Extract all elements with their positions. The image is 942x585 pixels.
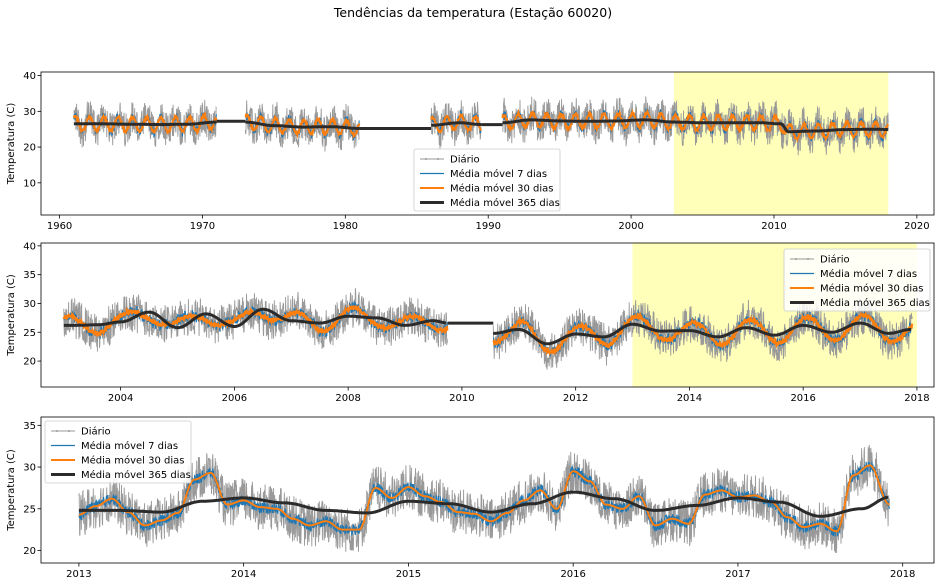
- subplot-full-history: 1960 1970 1980 1990 2000 2010 2020 10 20 30 40 Temp…: [6, 71, 935, 232]
- axes-frame: [40, 416, 935, 564]
- legend: Diário Média móvel 7 dias Média móvel 30 d…: [783, 248, 931, 312]
- series-line-media-movel-30: [72, 111, 218, 136]
- x-tick-label: 2014: [677, 393, 702, 404]
- legend-label-media-movel-365: Média móvel 365 dias: [81, 469, 191, 481]
- series-line-media-movel-365: [245, 120, 360, 130]
- x-tick-label: 1970: [190, 221, 215, 232]
- legend-marker-diario: [425, 158, 427, 160]
- legend-label-diario: Diário: [81, 426, 111, 438]
- x-tick-label: 2018: [890, 569, 915, 580]
- legend-label-media-movel-7: Média móvel 7 dias: [820, 268, 917, 280]
- plot-area: [78, 444, 891, 554]
- legend-box: [44, 420, 192, 484]
- plot-area: [72, 72, 889, 215]
- y-tick-label: 20: [23, 357, 36, 368]
- series-line-diario: [492, 298, 913, 370]
- x-tick-label: 2010: [449, 393, 474, 404]
- x-tick-label: 2020: [904, 221, 929, 232]
- series-line-diario: [73, 99, 217, 148]
- x-tick-label: 2008: [335, 393, 360, 404]
- legend-label-media-movel-7: Média móvel 7 dias: [81, 440, 178, 452]
- series-line-media-movel-365: [73, 120, 217, 127]
- legend-label-diario: Diário: [820, 254, 850, 266]
- y-tick-label: 25: [23, 504, 36, 515]
- y-tick-label: 30: [23, 107, 36, 118]
- series-line-media-movel-30: [492, 310, 914, 357]
- legend-marker-diario: [807, 258, 809, 260]
- subplot-2003-2018: 2004 2006 2008 2010 2012 2014 2016 2018 20 25 30 35…: [6, 241, 935, 404]
- y-tick-label: 10: [23, 178, 36, 189]
- legend-box: [413, 148, 561, 212]
- x-tick-label: 2006: [222, 393, 247, 404]
- series-line-diario: [78, 444, 890, 554]
- y-tick-label: 40: [23, 241, 36, 252]
- x-tick-label: 2000: [618, 221, 643, 232]
- x-tick-label: 2004: [108, 393, 133, 404]
- y-tick-label: 25: [23, 328, 36, 339]
- x-tick-label: 2017: [725, 569, 750, 580]
- x-tick-label: 2013: [66, 569, 91, 580]
- legend-marker-diario: [795, 258, 797, 260]
- legend: Diário Média móvel 7 dias Média móvel 30 d…: [413, 148, 561, 212]
- series-line-diario: [502, 96, 889, 156]
- x-tick-label: 1980: [333, 221, 358, 232]
- series-line-media-movel-30: [78, 464, 890, 533]
- legend-label-media-movel-30: Média móvel 30 dias: [820, 283, 923, 295]
- legend-box: [783, 248, 931, 312]
- legend-marker-diario: [437, 158, 439, 160]
- series-line-media-movel-365: [502, 118, 889, 134]
- y-tick-label: 30: [23, 299, 36, 310]
- legend-marker-diario: [56, 430, 58, 432]
- y-axis-label: Temperatura (C): [6, 103, 17, 186]
- highlight-region: [673, 72, 889, 215]
- legend: Diário Média móvel 7 dias Média móvel 30 d…: [44, 420, 192, 484]
- legend-marker-diario: [68, 430, 70, 432]
- series-line-media-movel-365: [63, 307, 447, 330]
- axes-frame: [40, 242, 935, 388]
- legend-label-media-movel-7: Média móvel 7 dias: [450, 168, 547, 180]
- x-tick-label: 1990: [475, 221, 500, 232]
- axes-frame: [40, 71, 935, 216]
- y-tick-label: 40: [23, 71, 36, 82]
- x-tick-label: 2012: [563, 393, 588, 404]
- series-line-media-movel-365: [431, 121, 482, 127]
- y-tick-label: 20: [23, 546, 36, 557]
- x-tick-label: 2014: [231, 569, 256, 580]
- legend-label-media-movel-30: Média móvel 30 dias: [450, 183, 553, 195]
- y-tick-label: 20: [23, 143, 36, 154]
- x-tick-label: 2010: [761, 221, 786, 232]
- y-axis-label: Temperatura (C): [6, 449, 17, 532]
- x-tick-label: 2018: [904, 393, 929, 404]
- series-line-media-movel-30: [430, 113, 482, 135]
- subplot-2013-2018: 2013 2014 2015 2016 2017 2018 20 25 30 35 Temperat…: [6, 416, 935, 580]
- x-tick-label: 2015: [396, 569, 421, 580]
- x-tick-label: 2016: [560, 569, 585, 580]
- y-tick-label: 35: [23, 270, 36, 281]
- series-line-media-movel-30: [501, 108, 889, 143]
- legend-label-media-movel-365: Média móvel 365 dias: [450, 197, 560, 209]
- series-line-media-movel-365: [493, 321, 912, 346]
- legend-label-media-movel-365: Média móvel 365 dias: [820, 297, 930, 309]
- figure-title: Tendências da temperatura (Estação 60020…: [333, 5, 612, 20]
- y-tick-label: 30: [23, 463, 36, 474]
- y-axis-label: Temperatura (C): [6, 274, 17, 357]
- x-tick-label: 2016: [790, 393, 815, 404]
- legend-label-diario: Diário: [450, 154, 480, 166]
- y-tick-label: 35: [23, 421, 36, 432]
- series-line-media-movel-365: [78, 490, 889, 518]
- legend-label-media-movel-30: Média móvel 30 dias: [81, 455, 184, 467]
- x-tick-label: 1960: [47, 221, 72, 232]
- series-line-media-movel-30: [62, 303, 449, 338]
